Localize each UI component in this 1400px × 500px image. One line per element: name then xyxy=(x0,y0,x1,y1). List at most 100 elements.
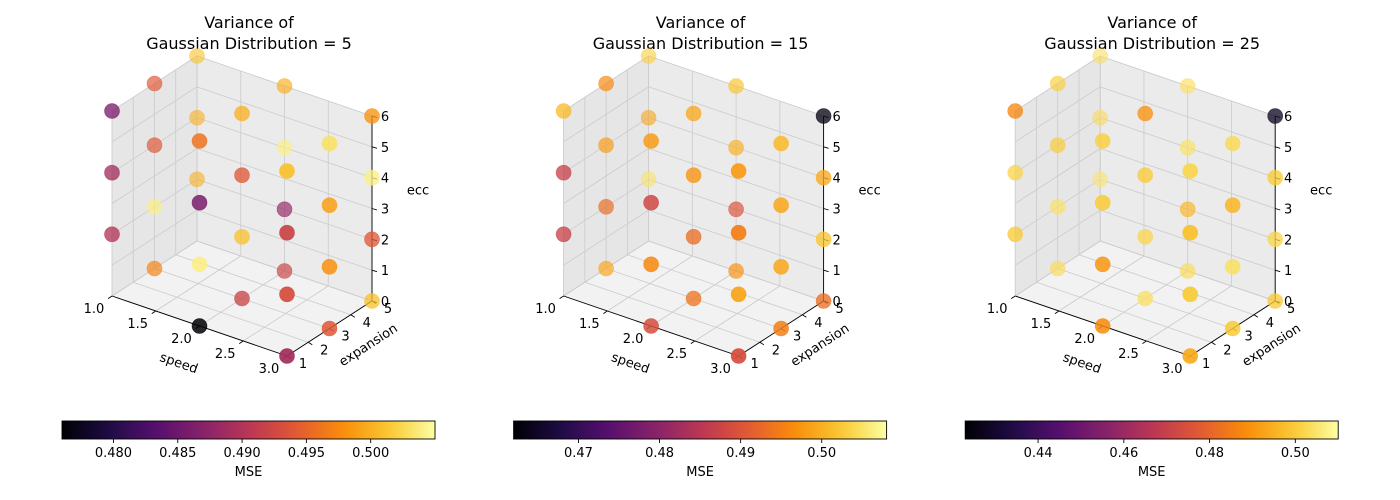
colorbar-tick-label: 0.500 xyxy=(352,446,389,461)
scatter-point xyxy=(321,197,338,213)
scatter-point xyxy=(1182,286,1198,303)
z-tick xyxy=(371,269,378,273)
scatter-point xyxy=(773,258,789,275)
y-tick-label: 1 xyxy=(299,357,307,372)
scatter-point xyxy=(815,169,832,186)
scatter-point xyxy=(1267,169,1283,186)
y-tick-label: 5 xyxy=(384,302,392,317)
colorbar-label: MSE xyxy=(686,465,714,480)
scatter-point xyxy=(364,169,380,186)
scatter-point xyxy=(815,231,832,248)
scatter-point xyxy=(191,318,208,334)
chart-title: Variance of xyxy=(204,13,294,32)
colorbar-label: MSE xyxy=(235,465,263,480)
x-axis-label: speed xyxy=(609,350,651,377)
scatter-point xyxy=(643,133,659,149)
scatter-point xyxy=(189,48,205,64)
scatter-point xyxy=(773,197,789,213)
scatter-point xyxy=(1137,167,1153,183)
scatter-point xyxy=(685,167,702,183)
z-grid-line xyxy=(1014,86,1101,143)
x-tick-label: 2.5 xyxy=(667,347,688,362)
scatter-point xyxy=(730,286,747,303)
scatter-point xyxy=(1007,226,1024,243)
scatter-point xyxy=(1049,75,1066,92)
z-grid-line xyxy=(196,209,373,271)
chart-title: Gaussian Distribution = 5 xyxy=(146,34,352,53)
z-tick xyxy=(1275,146,1281,149)
scatter-point xyxy=(555,164,572,181)
colorbar-tick-label: 0.48 xyxy=(1195,446,1224,461)
scatter-point xyxy=(643,256,659,273)
z-tick-label: 2 xyxy=(832,233,840,248)
x-tick-label: 1.0 xyxy=(535,302,556,317)
scatter-point xyxy=(815,108,832,124)
colorbar xyxy=(62,421,435,439)
y-grid-line xyxy=(1036,281,1212,343)
z-grid-line xyxy=(563,209,649,266)
scatter-point xyxy=(1182,163,1198,179)
z-grid-line xyxy=(1100,86,1276,148)
z-grid-line xyxy=(1014,209,1101,266)
z-axis-label: ecc xyxy=(407,184,429,199)
z-axis-label: ecc xyxy=(1310,184,1332,199)
scatter-point xyxy=(555,226,572,243)
z-grid-line xyxy=(648,148,824,209)
scatter-point xyxy=(728,139,744,156)
x-axis-label: speed xyxy=(158,350,200,377)
scatter-point xyxy=(364,293,380,309)
scatter-point xyxy=(189,171,205,188)
scatter-point xyxy=(234,290,250,307)
scatter-point xyxy=(104,103,120,119)
scatter-point xyxy=(276,263,293,279)
scatter-point xyxy=(364,108,380,124)
z-grid-line xyxy=(111,209,198,266)
x-tick xyxy=(239,340,244,344)
scatter-point xyxy=(321,135,338,152)
scatter-point xyxy=(191,133,208,149)
scatter-point xyxy=(730,163,747,179)
z-grid-line xyxy=(1100,209,1276,271)
chart-title: Gaussian Distribution = 15 xyxy=(593,34,809,53)
scatter-point xyxy=(364,231,380,248)
y-tick-label: 2 xyxy=(320,343,328,358)
colorbar xyxy=(513,421,887,439)
y-tick-label: 5 xyxy=(835,302,843,317)
scatter-point xyxy=(598,260,614,277)
scatter-point xyxy=(1182,348,1198,364)
scatter-point xyxy=(1092,48,1108,64)
y-tick xyxy=(802,314,807,318)
z-tick-label: 0 xyxy=(1284,295,1292,310)
y-tick-label: 3 xyxy=(341,330,349,345)
x-tick xyxy=(559,295,564,299)
z-tick xyxy=(1275,269,1281,273)
scatter-point xyxy=(1137,229,1153,245)
z-tick-label: 5 xyxy=(1284,141,1292,156)
x-tick-label: 1.5 xyxy=(579,317,600,332)
scatter-point xyxy=(279,224,295,241)
scatter-point xyxy=(730,224,747,241)
colorbar-tick-label: 0.46 xyxy=(1109,446,1138,461)
z-tick xyxy=(371,146,378,149)
x-tick-label: 2.0 xyxy=(623,332,644,347)
scatter-point xyxy=(1094,318,1111,334)
colorbar-tick-label: 0.495 xyxy=(288,446,325,461)
z-grid-line xyxy=(648,86,824,148)
colorbar-tick-label: 0.49 xyxy=(726,446,755,461)
scatter-point xyxy=(1092,109,1108,126)
x-axis-label: speed xyxy=(1061,350,1103,377)
scatter-point xyxy=(1224,320,1241,337)
scatter-point xyxy=(643,318,659,334)
scatter-point xyxy=(640,171,657,188)
x-tick-label: 1.5 xyxy=(127,317,148,332)
colorbar-frame xyxy=(964,420,1339,440)
scatter-point xyxy=(234,229,250,245)
z-tick xyxy=(823,269,829,273)
z-axis-label: ecc xyxy=(858,184,880,199)
scatter-point xyxy=(1094,194,1111,211)
z-grid-line xyxy=(563,148,649,204)
scatter-point xyxy=(640,48,657,64)
scatter-point xyxy=(321,258,338,275)
scatter-point xyxy=(146,199,163,215)
